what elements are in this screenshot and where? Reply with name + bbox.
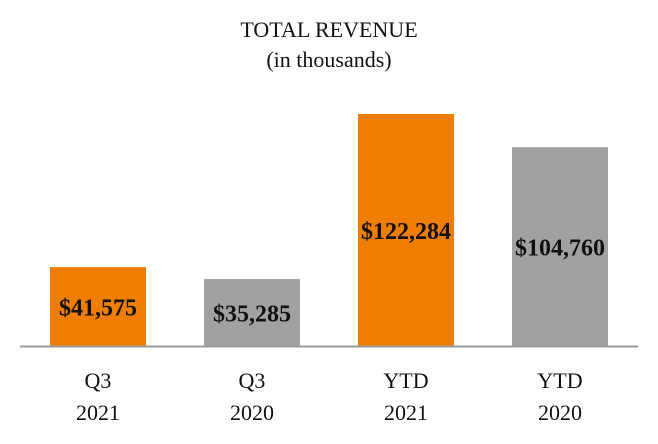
data-label: $41,575 [59,296,137,322]
x-tick-label: 2021 [76,400,120,425]
data-label: $122,284 [361,219,451,245]
bar [50,267,146,346]
x-tick-label: Q3 [239,368,266,393]
x-tick-label: Q3 [85,368,112,393]
chart-subtitle: (in thousands) [266,47,392,72]
x-tick-label: 2021 [384,400,428,425]
data-label: $35,285 [213,302,291,328]
data-label: $104,760 [515,236,605,262]
x-tick-label: YTD [383,368,428,393]
chart-title: TOTAL REVENUE [240,17,418,42]
bar [358,114,454,346]
bar [204,279,300,346]
x-tick-label: YTD [537,368,582,393]
bar [512,147,608,346]
x-tick-label: 2020 [538,400,582,425]
x-tick-label: 2020 [230,400,274,425]
